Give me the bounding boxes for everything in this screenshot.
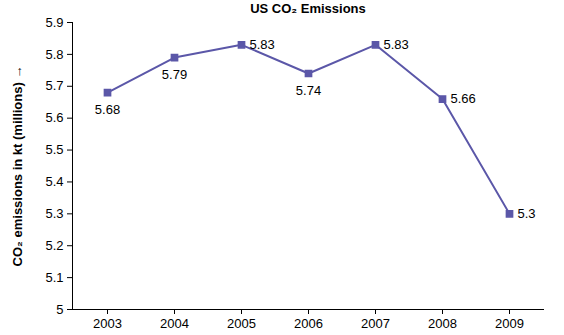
svg-text:5.3: 5.3 (518, 206, 536, 221)
svg-text:5.2: 5.2 (45, 238, 63, 253)
svg-text:2008: 2008 (428, 316, 457, 331)
svg-text:2005: 2005 (227, 316, 256, 331)
svg-text:2009: 2009 (495, 316, 524, 331)
svg-text:5.68: 5.68 (95, 102, 120, 117)
svg-text:5.66: 5.66 (451, 91, 476, 106)
svg-text:5.5: 5.5 (45, 142, 63, 157)
svg-text:2004: 2004 (160, 316, 189, 331)
svg-text:5.74: 5.74 (296, 83, 321, 98)
svg-text:5.83: 5.83 (250, 37, 275, 52)
svg-text:CO₂ emissions in kt (millions): CO₂ emissions in kt (millions) → (10, 66, 25, 267)
svg-text:5.83: 5.83 (384, 37, 409, 52)
svg-text:2006: 2006 (294, 316, 323, 331)
svg-text:5.7: 5.7 (45, 78, 63, 93)
svg-text:2003: 2003 (93, 316, 122, 331)
svg-text:5.1: 5.1 (45, 270, 63, 285)
svg-text:5.79: 5.79 (162, 67, 187, 82)
svg-text:5.6: 5.6 (45, 110, 63, 125)
svg-text:5.9: 5.9 (45, 18, 63, 30)
svg-text:5.4: 5.4 (45, 174, 63, 189)
svg-text:5.3: 5.3 (45, 206, 63, 221)
svg-text:2007: 2007 (361, 316, 390, 331)
svg-text:5.8: 5.8 (45, 47, 63, 62)
html-text:US CO₂ Emissions: US CO₂ Emissions (250, 1, 366, 16)
svg-text:5: 5 (56, 302, 63, 317)
